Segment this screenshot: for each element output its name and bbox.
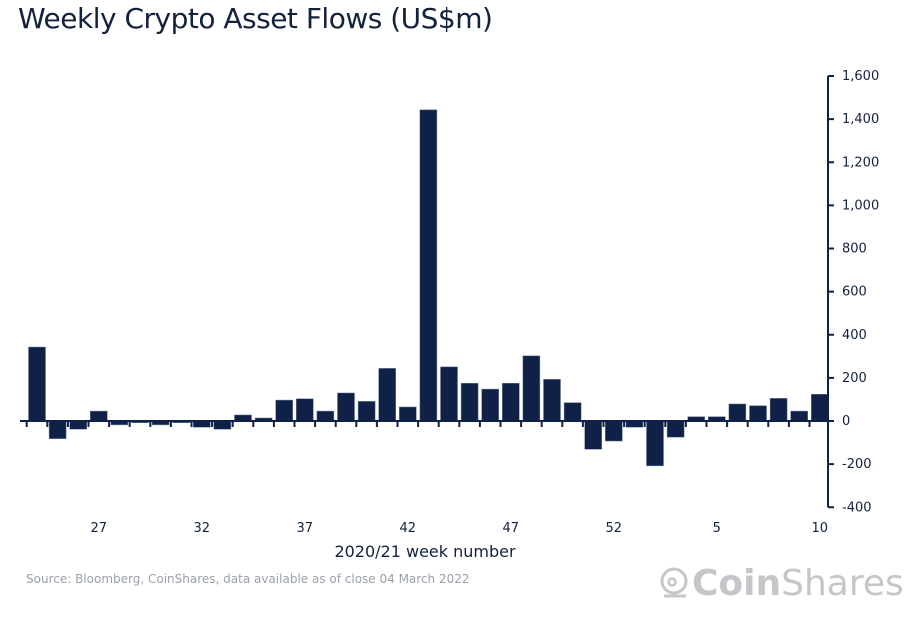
bar-week-40 bbox=[357, 401, 376, 422]
bar-week-51 bbox=[584, 420, 602, 450]
bar-week-8 bbox=[769, 398, 788, 422]
y-tick-label: 200 bbox=[842, 371, 867, 386]
bar-week-38 bbox=[316, 410, 335, 422]
bar-week-24 bbox=[28, 346, 46, 422]
bar-week-50 bbox=[563, 402, 582, 422]
bar-week-46 bbox=[481, 388, 499, 422]
bar-week-41 bbox=[378, 368, 396, 422]
bar-week-44 bbox=[440, 366, 458, 422]
y-tick-label: 1,400 bbox=[842, 112, 879, 127]
x-tick-label: 42 bbox=[400, 521, 417, 536]
bar-week-9 bbox=[790, 410, 808, 422]
bar-week-6 bbox=[728, 403, 747, 422]
bar-week-36 bbox=[275, 399, 293, 422]
y-tick-label: 600 bbox=[842, 285, 867, 300]
y-tick-label: 1,600 bbox=[842, 69, 879, 84]
logo-text-bold: Coin bbox=[692, 563, 782, 604]
x-axis-label: 2020/21 week number bbox=[334, 542, 516, 561]
bar-week-45 bbox=[460, 383, 479, 422]
y-tick-label: 0 bbox=[842, 414, 850, 429]
bar-week-49 bbox=[543, 379, 561, 422]
x-tick-label: 37 bbox=[297, 521, 314, 536]
bar-week-37 bbox=[296, 398, 314, 422]
x-tick-label: 5 bbox=[713, 521, 721, 536]
y-tick-label: 400 bbox=[842, 328, 867, 343]
bar-week-3 bbox=[666, 420, 685, 438]
bar-week-2 bbox=[646, 420, 664, 467]
bar-week-10 bbox=[811, 394, 829, 422]
y-tick-label: -200 bbox=[842, 457, 872, 472]
bar-week-42 bbox=[399, 406, 417, 422]
bar-week-43 bbox=[419, 109, 438, 422]
y-tick-label: 1,000 bbox=[842, 198, 879, 213]
coinshares-logo: Coin Shares bbox=[656, 563, 904, 604]
x-tick-label: 52 bbox=[606, 521, 623, 536]
x-tick-label: 27 bbox=[91, 521, 108, 536]
bar-week-26 bbox=[69, 420, 87, 430]
bar-week-48 bbox=[522, 355, 541, 422]
x-tick-label: 47 bbox=[503, 521, 520, 536]
bar-week-47 bbox=[502, 383, 520, 422]
bar-week-25 bbox=[48, 420, 67, 439]
y-tick-label: 800 bbox=[842, 242, 867, 257]
x-tick-label: 10 bbox=[812, 521, 829, 536]
logo-text-light: Shares bbox=[781, 563, 904, 604]
bar-week-33 bbox=[213, 420, 232, 430]
chart-title: Weekly Crypto Asset Flows (US$m) bbox=[18, 2, 493, 35]
bar-week-27 bbox=[90, 410, 108, 422]
y-tick-label: -400 bbox=[842, 500, 872, 515]
x-tick-label: 32 bbox=[194, 521, 211, 536]
source-note: Source: Bloomberg, CoinShares, data avai… bbox=[26, 572, 470, 586]
astronaut-helmet-icon bbox=[660, 567, 688, 597]
bar-week-39 bbox=[337, 392, 355, 422]
y-tick-label: 1,200 bbox=[842, 155, 879, 170]
bar-week-52 bbox=[605, 420, 623, 442]
bar-week-7 bbox=[749, 405, 767, 422]
